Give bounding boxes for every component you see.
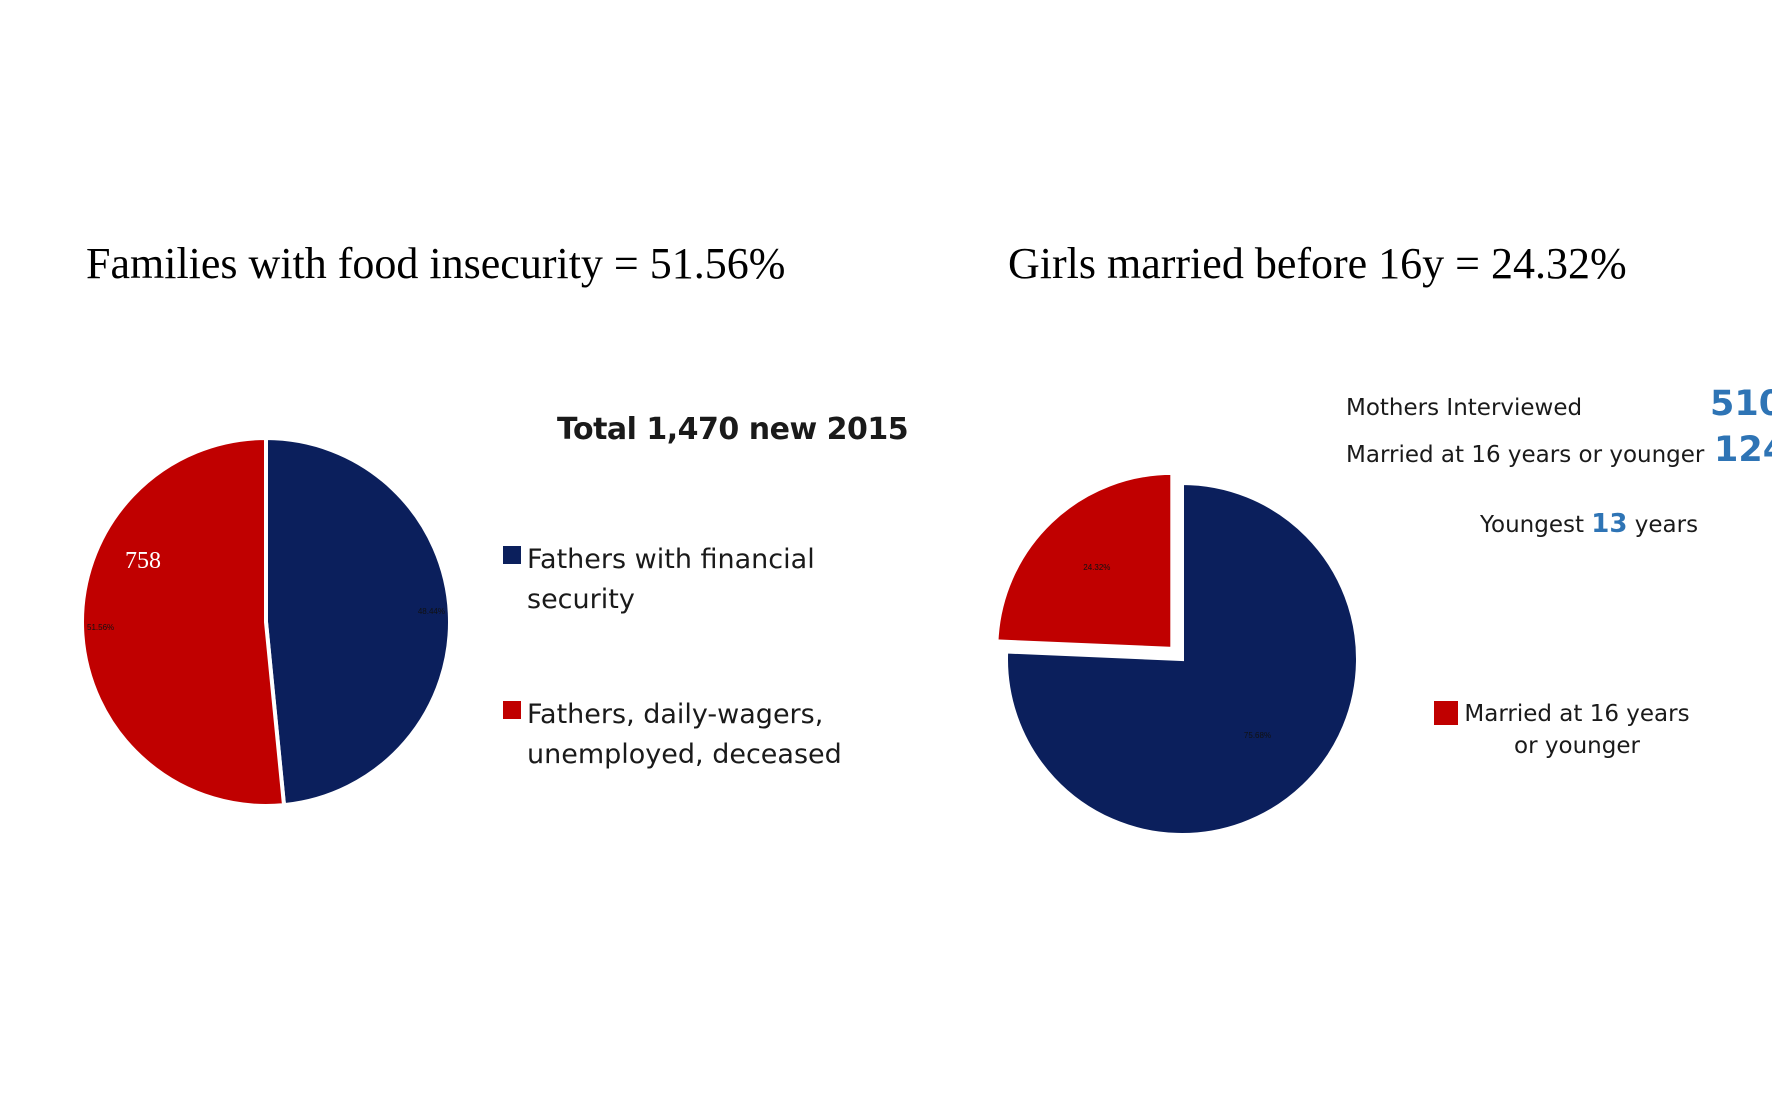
slice-count-label: 758 xyxy=(125,548,161,574)
youngest-value: 13 xyxy=(1591,509,1628,539)
total-label: Total 1,470 new 2015 xyxy=(557,412,909,447)
youngest-suffix: years xyxy=(1634,512,1699,538)
legend-label-daily-wagers: Fathers, daily-wagers, unemployed, decea… xyxy=(527,699,842,770)
youngest-prefix: Youngest xyxy=(1480,512,1584,538)
married-young-value: 124 xyxy=(1714,430,1772,470)
slice-data-label: 75.68% xyxy=(1244,731,1271,740)
legend-label-financial-security: Fathers with financial security xyxy=(527,544,815,615)
chart-title-girls-married: Girls married before 16y = 24.32% xyxy=(1008,239,1627,288)
slice-data-label: 51.56% xyxy=(87,623,114,632)
legend-swatch-financial-security xyxy=(503,546,521,564)
legend-swatch-married-young xyxy=(1434,701,1458,725)
legend-swatch-daily-wagers xyxy=(503,701,521,719)
youngest-age-line: Youngest 13 years xyxy=(1480,509,1698,539)
mothers-interviewed-label: Mothers Interviewed xyxy=(1346,395,1583,421)
chart-title-food-insecurity: Families with food insecurity = 51.56% xyxy=(86,239,786,288)
mothers-interviewed-value: 510 xyxy=(1710,384,1772,424)
pie-slice-fathers-with-financial-security xyxy=(264,435,452,808)
pie-slice-married-at-16-years-or-younger xyxy=(994,470,1175,651)
slice-data-label: 48.44% xyxy=(418,607,445,616)
pie-slice-not-married-at-16-years-or-younger xyxy=(1004,480,1360,837)
married-young-label: Married at 16 years or younger xyxy=(1346,442,1705,468)
legend-label-married-young: Married at 16 years or younger xyxy=(1464,701,1690,759)
pie-slice-fathers-daily-wagers-unemployed-deceased xyxy=(80,435,287,808)
slice-data-label: 24.32% xyxy=(1083,563,1110,572)
